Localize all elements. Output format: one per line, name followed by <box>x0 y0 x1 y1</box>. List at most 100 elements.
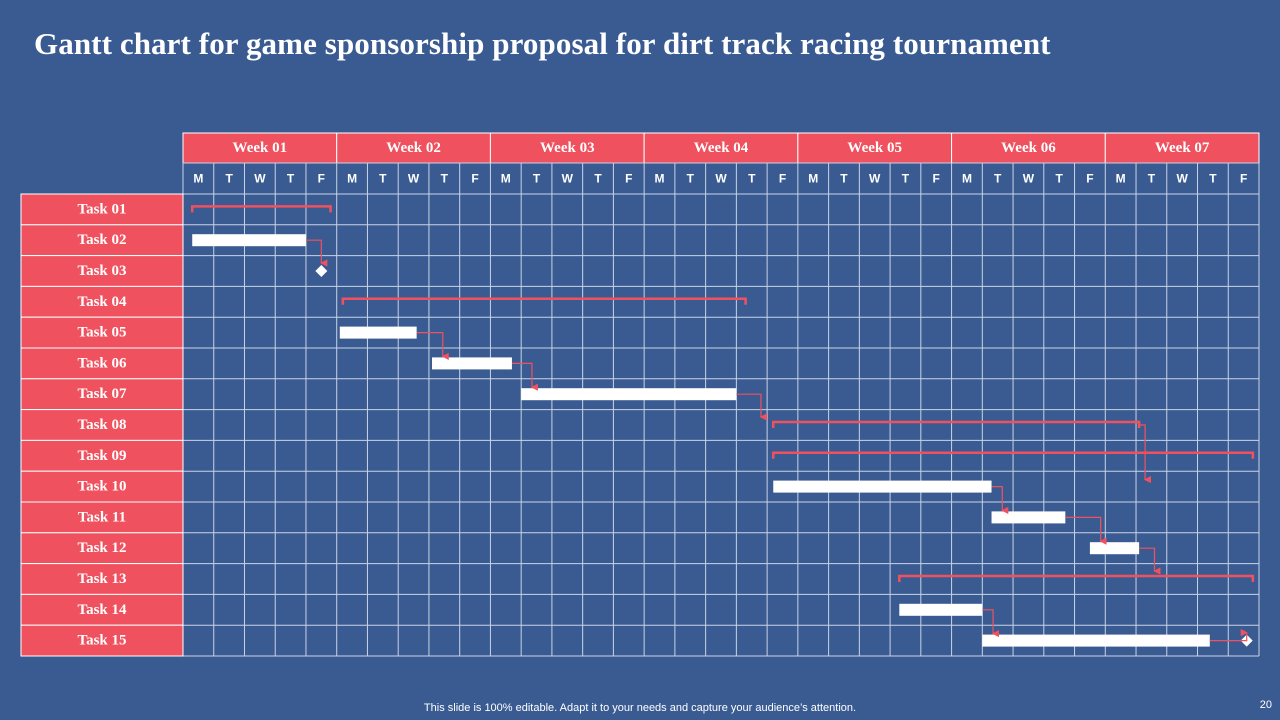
task-label: Task 10 <box>77 479 126 495</box>
summary-bracket <box>341 297 747 305</box>
day-header-label: F <box>779 172 786 186</box>
week-header-label: Week 05 <box>847 140 902 156</box>
task-bar <box>773 480 992 493</box>
task-label: Task 14 <box>77 602 127 618</box>
week-header-label: Week 06 <box>1001 140 1056 156</box>
day-header-label: W <box>869 172 881 186</box>
page-title: Gantt chart for game sponsorship proposa… <box>34 26 1051 61</box>
task-bar <box>192 234 306 247</box>
task-label-cell <box>20 316 184 349</box>
week-header-label: Week 03 <box>540 140 595 156</box>
task-label-cell <box>20 563 184 595</box>
day-header-label: T <box>1055 172 1063 186</box>
task-label-cell <box>20 470 184 503</box>
day-header-label: T <box>287 172 295 186</box>
day-header-label: F <box>933 172 940 186</box>
week-header-cell <box>1104 132 1260 164</box>
summary-bracket <box>190 205 332 213</box>
dependency-arrow <box>416 332 449 360</box>
day-header-label: F <box>1240 172 1247 186</box>
dependency-arrow <box>991 486 1009 514</box>
task-bar <box>1089 542 1140 555</box>
dependency-arrow <box>982 609 1000 638</box>
task-label: Task 09 <box>77 448 126 464</box>
week-header-label: Week 01 <box>233 140 288 156</box>
task-label: Task 11 <box>78 509 126 525</box>
day-header-label: W <box>254 172 266 186</box>
summary-bracket <box>772 451 1255 459</box>
task-label: Task 07 <box>77 386 127 402</box>
task-label: Task 04 <box>77 294 127 310</box>
day-header-label: T <box>994 172 1002 186</box>
task-label: Task 13 <box>77 571 126 587</box>
task-label-cell <box>20 255 184 287</box>
day-header-label: T <box>594 172 602 186</box>
day-header-label: T <box>748 172 756 186</box>
day-header-label: F <box>318 172 325 186</box>
task-label-cell <box>20 532 184 565</box>
week-header-label: Week 02 <box>386 140 441 156</box>
page-number: 20 <box>1259 699 1272 711</box>
day-header-label: T <box>533 172 541 186</box>
day-header-label: F <box>471 172 478 186</box>
milestone-diamond <box>315 265 328 277</box>
dependency-arrow <box>511 362 538 391</box>
dependency-arrow <box>1139 547 1161 575</box>
task-label-cell <box>20 347 184 380</box>
day-header-label: M <box>501 172 511 186</box>
summary-bracket <box>772 420 1141 428</box>
day-header-label: W <box>1023 172 1035 186</box>
week-header-cell <box>336 132 491 164</box>
day-header-label: M <box>962 172 972 186</box>
week-header-label: Week 04 <box>694 140 749 156</box>
task-label: Task 03 <box>77 263 126 279</box>
day-header-label: M <box>193 172 203 186</box>
task-label: Task 12 <box>77 540 126 556</box>
day-header-label: W <box>408 172 420 186</box>
day-header-label: M <box>808 172 818 186</box>
task-label-cell <box>20 285 184 318</box>
day-header-label: M <box>347 172 357 186</box>
dependency-arrow <box>1209 629 1248 642</box>
task-label-cell <box>20 593 184 626</box>
day-header-label: T <box>1209 172 1217 186</box>
day-header-label: T <box>840 172 848 186</box>
week-header-label: Week 07 <box>1155 140 1210 156</box>
task-bar <box>982 634 1210 647</box>
day-header-label: T <box>1148 172 1156 186</box>
day-header-label: W <box>562 172 574 186</box>
task-label: Task 01 <box>77 201 126 217</box>
footer-note: This slide is 100% editable. Adapt it to… <box>423 702 857 714</box>
summary-bracket <box>898 574 1255 582</box>
day-header-label: T <box>225 172 233 186</box>
task-bar <box>899 603 983 616</box>
dependency-arrow <box>305 239 328 267</box>
dependency-arrow <box>1065 516 1107 545</box>
day-header-label: T <box>441 172 449 186</box>
task-label: Task 08 <box>77 417 126 433</box>
task-label-cell <box>20 624 184 657</box>
task-label-cell <box>20 439 184 472</box>
day-header-label: W <box>715 172 727 186</box>
day-header-label: W <box>1176 172 1188 186</box>
task-bar <box>991 511 1066 524</box>
day-header-label: F <box>625 172 632 186</box>
task-bar <box>432 357 512 370</box>
week-header-cell <box>489 132 645 164</box>
day-header-label: T <box>379 172 387 186</box>
task-label: Task 05 <box>77 325 126 341</box>
task-bar <box>521 388 737 401</box>
task-label: Task 02 <box>77 232 126 248</box>
task-bar <box>339 326 417 339</box>
day-header-label: M <box>1116 172 1126 186</box>
dependency-arrow <box>736 393 767 421</box>
task-label: Task 15 <box>77 633 126 649</box>
day-header-label: F <box>1086 172 1093 186</box>
day-header-label: T <box>687 172 695 186</box>
task-label-cell <box>20 378 184 411</box>
task-label-cell <box>20 193 184 226</box>
day-header-label: T <box>902 172 910 186</box>
dependency-arrow <box>1139 424 1152 484</box>
week-header-cell <box>182 132 338 164</box>
day-header-label: M <box>655 172 665 186</box>
